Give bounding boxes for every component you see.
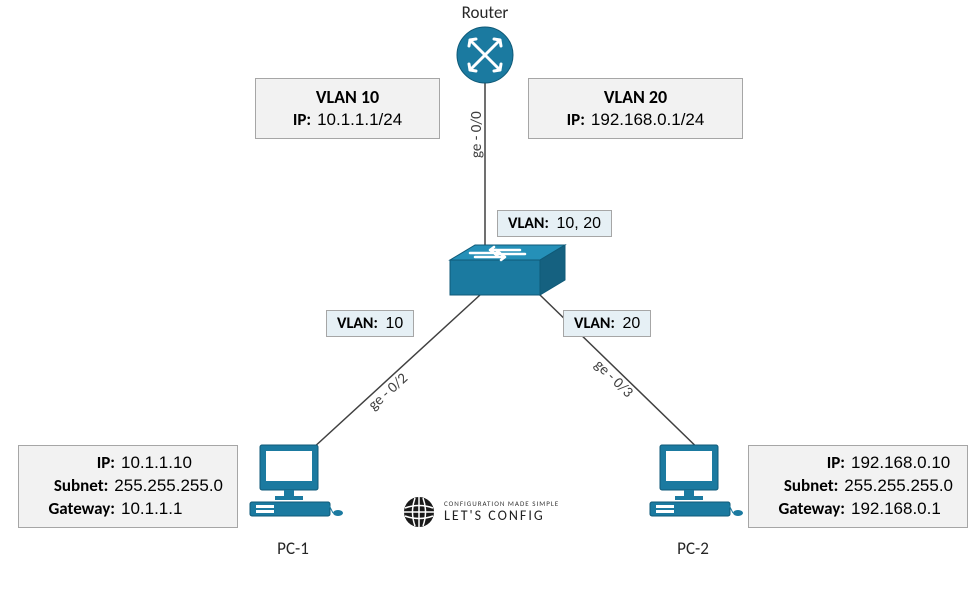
vlan20-ip: 192.168.0.1/24 [591,109,704,132]
vlan10-box: VLAN 10 IP: 10.1.1.1/24 [255,78,440,139]
pc2-gw: 192.168.0.1 [851,498,941,521]
letsconfig-logo: CONFIGURATION MADE SIMPLE LET'S CONFIG [402,495,559,529]
vlan-tag-right: VLAN: 20 [563,310,651,337]
vlan10-title: VLAN 10 [270,85,425,109]
vlan10-ip-label: IP: [293,109,311,132]
pc1-icon [250,445,343,516]
pc1-ip-label: IP: [33,452,115,475]
pc2-ip: 192.168.0.10 [851,452,950,475]
pc1-ip: 10.1.1.10 [121,452,192,475]
vlan-tag-left-label: VLAN: [337,314,378,333]
vlan-tag-trunk-label: VLAN: [508,214,549,233]
pc2-icon [650,445,743,516]
pc2-info-box: IP: 192.168.0.10 Subnet: 255.255.255.0 Gat… [748,445,968,528]
pc2-label: PC-2 [658,538,728,559]
switch-icon [450,245,565,295]
pc2-ip-label: IP: [763,452,845,475]
logo-name: LET'S CONFIG [444,508,559,523]
pc1-subnet-label: Subnet: [33,475,108,498]
vlan-tag-right-label: VLAN: [574,314,615,333]
vlan20-ip-label: IP: [567,109,585,132]
vlan20-title: VLAN 20 [543,85,728,109]
router-label: Router [450,2,520,23]
vlan-tag-left: VLAN: 10 [326,310,414,337]
globe-icon [402,495,436,529]
vlan-tag-trunk: VLAN: 10, 20 [497,210,612,237]
pc2-gw-label: Gateway: [763,498,845,521]
pc1-gw-label: Gateway: [33,498,115,521]
vlan10-ip: 10.1.1.1/24 [317,109,402,132]
pc2-subnet-label: Subnet: [763,475,838,498]
pc1-subnet: 255.255.255.0 [114,475,223,498]
vlan-tag-left-value: 10 [386,315,404,332]
pc2-subnet: 255.255.255.0 [844,475,953,498]
pc1-label: PC-1 [258,538,328,559]
trunk-link-label: ge - 0/0 [468,111,486,158]
vlan20-box: VLAN 20 IP: 192.168.0.1/24 [528,78,743,139]
vlan-tag-trunk-value: 10, 20 [557,215,601,232]
router-icon [457,27,513,83]
vlan-tag-right-value: 20 [623,315,641,332]
pc1-info-box: IP: 10.1.1.10 Subnet: 255.255.255.0 Gatewa… [18,445,238,528]
pc1-gw: 10.1.1.1 [121,498,182,521]
